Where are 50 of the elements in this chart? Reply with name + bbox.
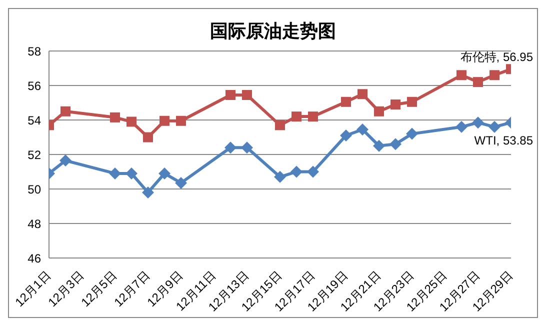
y-tick-label: 52	[28, 148, 42, 162]
point	[307, 166, 319, 178]
point	[242, 90, 252, 100]
point	[406, 128, 418, 140]
point	[308, 112, 318, 122]
point	[456, 70, 466, 80]
point	[373, 140, 385, 152]
y-tick-label: 58	[28, 44, 42, 58]
point	[176, 116, 186, 126]
point	[175, 176, 187, 189]
point	[60, 106, 70, 116]
point	[340, 130, 352, 142]
point	[356, 123, 368, 136]
y-tick-label: 56	[28, 78, 42, 93]
point	[110, 112, 120, 122]
point	[160, 116, 170, 126]
point	[488, 120, 500, 133]
data-label: , 53.85	[496, 134, 534, 148]
chart-title: 国际原油走势图	[209, 20, 337, 43]
point	[490, 70, 500, 80]
point	[109, 167, 121, 180]
point	[390, 99, 400, 110]
y-tick-label: 46	[28, 251, 42, 266]
data-label: , 56.95	[496, 50, 534, 64]
point	[292, 112, 302, 122]
point	[143, 132, 153, 142]
y-tick-label: 48	[28, 216, 42, 231]
point	[456, 120, 468, 133]
point	[241, 142, 253, 154]
point	[407, 96, 417, 107]
point	[224, 142, 236, 154]
point	[374, 106, 384, 116]
point	[473, 77, 483, 88]
series-label: 布伦特	[460, 50, 496, 64]
point	[341, 96, 351, 107]
point	[274, 170, 286, 183]
point	[390, 138, 402, 150]
y-tick-label: 54	[28, 113, 42, 128]
point	[158, 167, 170, 180]
point	[358, 89, 368, 100]
point	[126, 167, 138, 180]
point	[126, 116, 136, 127]
point	[472, 116, 484, 129]
y-tick-label: 50	[28, 182, 42, 196]
point	[226, 90, 236, 100]
series-label: WTI	[474, 134, 496, 148]
point	[290, 166, 302, 178]
point	[142, 186, 154, 198]
point	[60, 154, 72, 167]
point	[275, 120, 285, 130]
